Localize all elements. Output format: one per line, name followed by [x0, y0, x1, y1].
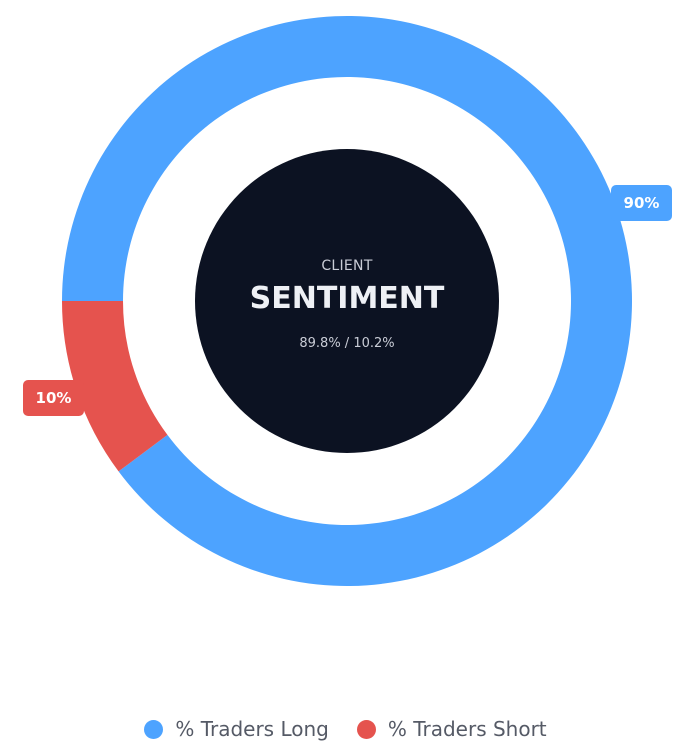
- center-values: 89.8% / 10.2%: [299, 336, 394, 351]
- legend-label-long: % Traders Long: [175, 717, 329, 741]
- legend-swatch-long: [144, 719, 164, 739]
- legend-swatch-short: [356, 719, 376, 739]
- data-labels: 90% 10%: [23, 185, 672, 416]
- center-subtitle: CLIENT: [321, 258, 373, 274]
- data-label-short: 10%: [23, 380, 84, 416]
- legend-item-long[interactable]: % Traders Long: [144, 717, 329, 741]
- center-title: SENTIMENT: [250, 281, 445, 316]
- slice-traders-short[interactable]: [62, 301, 168, 472]
- donut-slices: [62, 16, 632, 587]
- data-label-long: 90%: [611, 185, 672, 221]
- data-label-short-text: 10%: [36, 389, 72, 407]
- data-label-short-badge: [23, 380, 84, 416]
- legend-item-short[interactable]: % Traders Short: [356, 717, 547, 741]
- data-label-long-badge: [611, 185, 672, 221]
- center-disc: [195, 149, 499, 453]
- legend-label-short: % Traders Short: [387, 717, 547, 741]
- data-label-long-text: 90%: [624, 194, 660, 212]
- chart-legend: % Traders Long % Traders Short: [0, 712, 691, 746]
